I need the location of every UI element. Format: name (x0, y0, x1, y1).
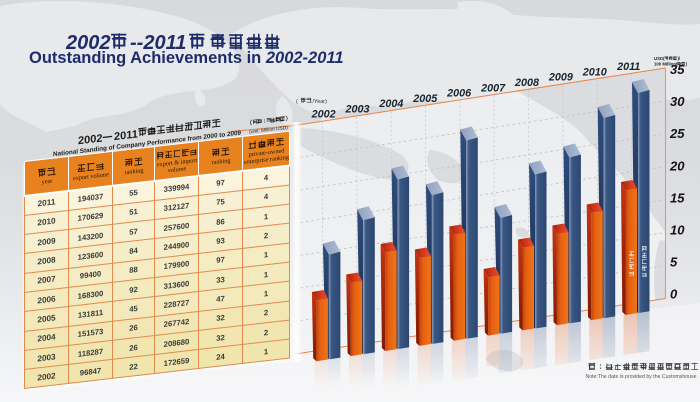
svg-text:2003: 2003 (344, 103, 369, 115)
svg-text:export & import: export & import (157, 157, 198, 169)
svg-text:2011: 2011 (114, 128, 138, 143)
svg-text:year: year (42, 178, 54, 186)
svg-text:2005: 2005 (412, 93, 438, 105)
svg-text:export volume: export volume (73, 171, 109, 182)
svg-text:2002: 2002 (65, 32, 111, 54)
svg-text:30: 30 (670, 94, 685, 109)
svg-text:2002: 2002 (311, 109, 336, 121)
svg-text:35: 35 (670, 62, 685, 77)
svg-text:2004: 2004 (378, 98, 403, 110)
svg-text:--2011: --2011 (130, 32, 186, 54)
svg-text:2010: 2010 (582, 67, 607, 79)
svg-text:2011: 2011 (616, 61, 640, 73)
svg-text:2007: 2007 (480, 82, 506, 94)
svg-text:10: 10 (670, 223, 685, 238)
svg-text:100 Million(: 100 Million( (654, 62, 678, 67)
svg-text:15: 15 (670, 190, 685, 205)
svg-text:/Year): /Year) (313, 99, 328, 105)
svg-text:Note:The date is provided by t: Note:The date is provided by the Customs… (585, 374, 696, 380)
svg-text:2002: 2002 (78, 133, 102, 148)
svg-text:5: 5 (670, 255, 678, 270)
svg-text:2008: 2008 (514, 77, 539, 89)
svg-text:USD(: USD( (654, 56, 665, 61)
svg-text:25: 25 (669, 126, 685, 141)
svg-text:ranking: ranking (125, 167, 144, 176)
svg-text:(unit: Million USD): (unit: Million USD) (249, 125, 288, 135)
svg-text:): ) (686, 62, 688, 67)
svg-text:)/: )/ (678, 56, 681, 61)
svg-text:2009: 2009 (548, 72, 573, 84)
svg-text:private-owned: private-owned (249, 147, 286, 158)
svg-text:Outstanding Achievements in 20: Outstanding Achievements in 2002-2011 (29, 49, 344, 67)
svg-text:20: 20 (669, 158, 685, 173)
svg-text:0: 0 (670, 287, 678, 302)
svg-text:ranking: ranking (212, 157, 231, 166)
svg-text:(: ( (296, 99, 298, 105)
svg-text:2006: 2006 (446, 88, 472, 100)
svg-text:volume: volume (168, 165, 187, 174)
